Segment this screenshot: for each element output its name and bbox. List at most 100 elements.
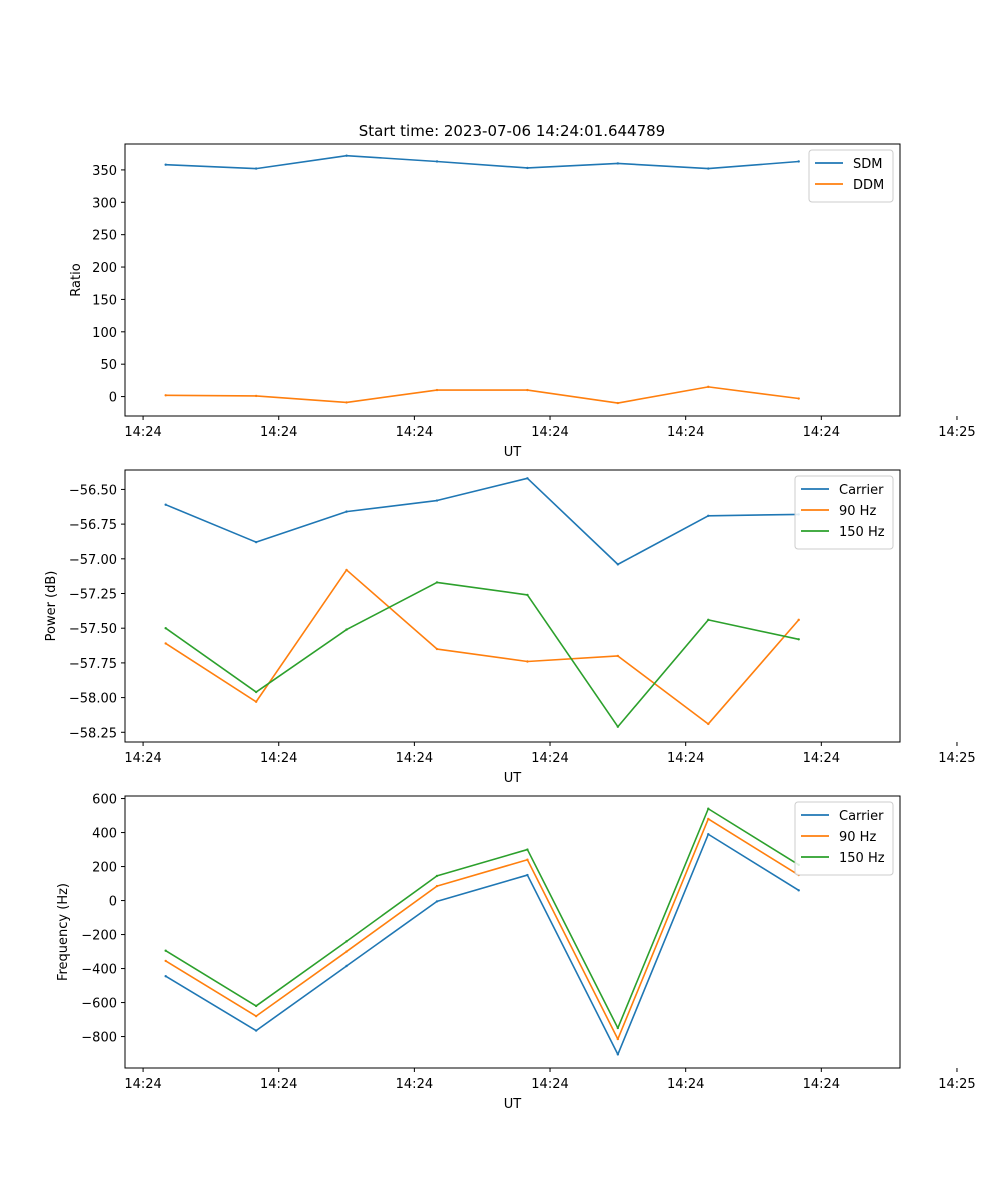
chart-1-series-sdm-point	[345, 154, 348, 157]
chart-2-series-90-hz-point	[254, 700, 258, 703]
chart-1-series-ddm-point	[616, 401, 620, 405]
chart-1-legend-label: DDM	[853, 178, 884, 193]
chart-3-y-tick-label: 200	[92, 861, 117, 876]
chart-3: 14:24 14:24 14:24 14:24 14:24 14:24 14:25 600 40…	[56, 793, 976, 1112]
chart-1-y-tick-label: 150	[92, 293, 117, 308]
chart-2-series-90-hz-point	[435, 647, 439, 651]
chart-1-x-tick-label: 14:24	[803, 425, 840, 440]
chart-1-series-ddm-line	[165, 386, 799, 404]
chart-2-x-tick-label: 14:24	[396, 751, 433, 766]
chart-1-x-tick-label: 14:24	[124, 425, 161, 440]
chart-3-legend-label: Carrier	[839, 809, 884, 824]
chart-2-series-90-hz-line	[165, 569, 800, 725]
chart-2-series-carrier-point	[435, 499, 439, 502]
chart-3-y-axis-label: Frequency (Hz)	[56, 883, 71, 981]
chart-3-series-90-hz-point	[707, 817, 710, 821]
chart-1-series-sdm-point	[707, 167, 710, 170]
chart-2-series-150-hz-point	[707, 618, 710, 622]
chart-3-series-150-hz-point	[345, 940, 348, 943]
chart-2-series-carrier-point	[526, 477, 529, 480]
chart-3-y-tick-label: −200	[81, 929, 117, 944]
chart-1-series-sdm-point	[435, 160, 439, 163]
chart-2-y-tick-label: −57.75	[69, 657, 117, 672]
chart-1-x-tick-label: 14:24	[260, 425, 297, 440]
chart-2-frame	[124, 469, 901, 743]
chart-2-series-90-hz-point	[707, 722, 710, 726]
chart-3-y-tick-label: −600	[81, 997, 117, 1012]
chart-3-series-90-hz-point	[435, 884, 439, 888]
chart-2-legend: Carrier 90 Hz 150 Hz	[794, 475, 894, 550]
chart-1-y-tick-label: 300	[92, 196, 117, 211]
chart-2-x-tick-label: 14:24	[803, 751, 840, 766]
chart-2-y-axis-label: Power (dB)	[44, 571, 59, 642]
chart-2-series-90-hz-point	[164, 642, 167, 645]
chart-3-legend-label: 90 Hz	[839, 830, 876, 845]
chart-3-legend-label: 150 Hz	[839, 851, 885, 866]
chart-1-series-sdm-point	[616, 162, 620, 165]
chart-3-series-150-hz-point	[164, 949, 167, 952]
chart-1-series-ddm-point	[797, 397, 800, 400]
chart-1-y-tick-label: 250	[92, 229, 117, 244]
chart-2-series-90-hz-point	[797, 618, 800, 622]
chart-2-series-carrier-line	[165, 477, 799, 566]
chart-2-x-axis-label: UT	[504, 771, 522, 786]
chart-3-y-tick-label: −400	[81, 963, 117, 978]
chart-2-series-90-hz-point	[526, 660, 529, 663]
chart-3-series-150-hz-point	[254, 1004, 258, 1008]
chart-3-frame	[124, 795, 901, 1069]
chart-3-x-tick-label: 14:24	[803, 1077, 840, 1092]
chart-2-series-150-hz-point	[435, 581, 439, 584]
chart-1-y-tick-label: 0	[109, 391, 117, 406]
chart-2-y-tick-label: −56.50	[69, 483, 117, 498]
chart-2-series-carrier-point	[254, 540, 258, 544]
chart-1-y-tick-label: 100	[92, 326, 117, 341]
chart-3-series-150-hz-point	[707, 807, 710, 810]
chart-3-series-150-hz-point	[526, 848, 529, 851]
chart-2-legend-label: Carrier	[839, 483, 884, 498]
chart-2-y-tick-label: −57.25	[69, 588, 117, 603]
chart-1-x-tick-label: 14:24	[667, 425, 704, 440]
chart-3-series-90-hz-point	[526, 858, 529, 861]
chart-1-frame	[124, 143, 901, 417]
chart-3-series-carrier-line	[165, 833, 800, 1056]
chart-1-y-tick-label: 200	[92, 261, 117, 276]
chart-2: 14:24 14:24 14:24 14:24 14:24 14:24 14:25 −56.5…	[44, 469, 976, 786]
chart-2-series-carrier-point	[707, 514, 710, 517]
chart-1-legend-label: SDM	[853, 157, 882, 172]
chart-2-y-tick-label: −57.00	[69, 553, 117, 568]
chart-2-x-tick-label: 14:24	[667, 751, 704, 766]
chart-3-y-tick-label: 400	[92, 827, 117, 842]
chart-1-series-sdm-point	[526, 166, 529, 170]
chart-3-x-tick-label: 14:24	[260, 1077, 297, 1092]
chart-2-x-tick-label: 14:24	[260, 751, 297, 766]
chart-3-series-90-hz-point	[254, 1014, 258, 1018]
chart-3-x-axis-label: UT	[504, 1097, 522, 1112]
chart-1-x-axis-label: UT	[504, 445, 522, 460]
chart-2-y-tick-label: −58.00	[69, 692, 117, 707]
chart-2-legend-label: 90 Hz	[839, 504, 876, 519]
chart-1-series-sdm-line	[165, 154, 799, 170]
chart-3-series-150-hz-line	[165, 807, 800, 1029]
chart-2-series-150-hz-point	[526, 593, 529, 597]
chart-3-series-90-hz-line	[165, 818, 800, 1040]
chart-3-series-carrier-point	[616, 1053, 620, 1056]
chart-1-series-ddm-point	[164, 394, 167, 397]
chart-1-series-ddm-point	[707, 385, 710, 389]
chart-3-series-carrier-point	[707, 833, 710, 836]
chart-1-series-ddm-point	[345, 401, 348, 404]
chart-3-series-90-hz-point	[345, 950, 348, 953]
chart-3-series-carrier-point	[797, 889, 800, 892]
chart-2-series-carrier-point	[616, 563, 620, 566]
chart-1-series-sdm-point	[797, 160, 800, 163]
chart-2-legend-label: 150 Hz	[839, 525, 885, 540]
chart-1-y-tick-label: 350	[92, 164, 117, 179]
chart-3-series-90-hz-point	[164, 959, 167, 963]
chart-3-x-tick-label: 14:24	[531, 1077, 568, 1092]
chart-3-y-tick-label: 0	[109, 895, 117, 910]
chart-3-series-carrier-point	[526, 873, 529, 877]
chart-3-series-150-hz-point	[435, 874, 439, 878]
chart-1: 14:24 14:24 14:24 14:24 14:24 14:24 14:25 0 50 10…	[69, 143, 976, 460]
chart-3-y-tick-label: −800	[81, 1031, 117, 1046]
chart-2-series-150-hz-line	[165, 581, 799, 728]
